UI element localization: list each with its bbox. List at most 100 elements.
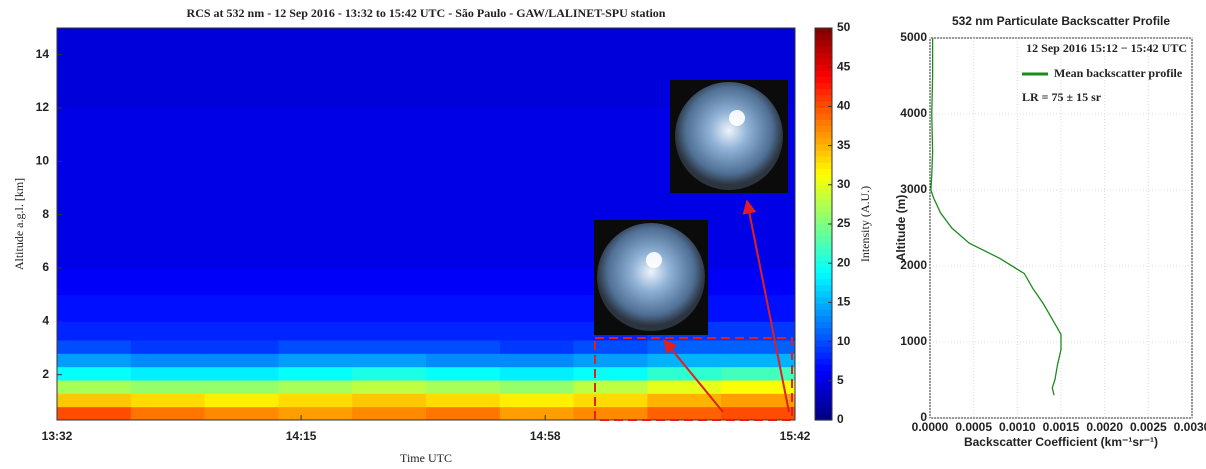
heat-cell [721,321,796,341]
heat-cell [426,393,501,408]
x-axis-label: Backscatter Coefficient (km⁻¹sr⁻¹) [964,435,1158,449]
overlay [594,80,793,421]
y-tick-label: 2 [42,367,49,381]
heat-cell [499,393,575,408]
y-tick-label: 12 [36,100,50,114]
colorbar-tick-label: 20 [837,255,851,269]
heat-cell [721,353,796,368]
y-tick-label: 3000 [900,182,927,196]
heat-cell [352,353,427,368]
colorbar-segment [815,346,832,354]
highlight-box [594,337,793,421]
heat-cell [130,366,206,381]
colorbar-segment [815,181,832,188]
series-line [930,38,1062,396]
heat-cell [721,366,796,381]
y-tick-label: 5000 [900,30,927,44]
heat-cell [278,294,353,322]
y-tick-label: 6 [42,260,49,274]
colorbar-segment [815,279,832,286]
x-tick-label: 14:15 [286,429,317,443]
heat-cell [204,340,279,354]
colorbar-segment [815,230,832,237]
colorbar-segment [815,266,832,274]
colorbar-segment [815,40,832,47]
heat-cell [130,214,206,269]
heat-cell [278,380,353,394]
heat-cell [278,214,353,269]
colorbar-segment [815,144,832,152]
y-tick-label: 1000 [900,334,927,348]
heat-cell [57,380,132,394]
colorbar-segment [815,126,832,133]
heat-cell [499,406,575,421]
heat-cell [499,380,575,394]
heat-cell [499,268,575,296]
heat-cell [426,380,501,394]
heat-cell [499,161,575,216]
colorbar-segment [815,138,832,145]
colorbar-segment [815,389,832,397]
colorbar-segment [815,358,832,366]
colorbar-tick-label: 25 [837,216,851,230]
colorbar-segment [815,401,832,409]
colorbar-segment [815,383,832,390]
heat-cell [352,268,427,296]
heat-cell [721,393,796,408]
heat-cell [499,366,575,381]
heat-cell [647,406,722,421]
heat-cell [426,340,501,354]
heat-cell [57,28,132,109]
legend-label: Mean backscatter profile [1054,66,1183,80]
sun [729,110,745,126]
heat-cell [647,340,722,354]
colorbar-segment [815,211,832,219]
heat-cell [352,406,427,421]
colorbar-tick-label: 5 [837,373,844,387]
arrow [663,338,724,413]
heat-cell [499,214,575,269]
colorbar-segment [815,236,832,243]
heat-cell [130,28,206,109]
colorbar-segment [815,52,832,60]
colorbar-segment [815,260,832,268]
heat-cell [204,214,279,269]
chart-title: 532 nm Particulate Backscatter Profile [952,14,1170,28]
heat-cell [352,28,427,109]
colorbar-segment [815,132,832,139]
colorbar-segment [815,340,832,348]
colorbar-segment [815,322,832,329]
colorbar-segment [815,113,832,121]
heat-cell [278,321,353,341]
heat-cell [573,366,648,381]
heat-cell [57,268,132,296]
colorbar-segment [815,119,832,127]
colorbar-tick-label: 40 [837,99,851,113]
heat-cell [499,294,575,322]
colorbar-segment [815,83,832,90]
heat-cell [721,380,796,394]
x-tick-label: 0.0000 [912,420,949,434]
colorbar-segment [815,89,832,96]
heat-cell [130,340,206,354]
heat-cell [573,393,648,408]
heat-cell [278,108,353,162]
heat-cell [647,380,722,394]
heat-cell [278,28,353,109]
heat-cell [130,161,206,216]
heat-cell [204,366,279,381]
heat-cell [130,393,206,408]
colorbar-segment [815,248,832,256]
annotation: LR = 75 ± 15 sr [1022,90,1102,104]
y-tick-label: 10 [36,154,50,168]
heat-cell [204,380,279,394]
heat-cell [352,108,427,162]
heat-cell [426,161,501,216]
y-axis-label: Altitude (m) [894,195,908,262]
colorbar-segment [815,28,832,35]
heat-cell [204,268,279,296]
heat-cell [57,353,132,368]
heat-cell [204,393,279,408]
colorbar-segment [815,199,832,207]
x-tick-label: 0.0020 [1086,420,1123,434]
